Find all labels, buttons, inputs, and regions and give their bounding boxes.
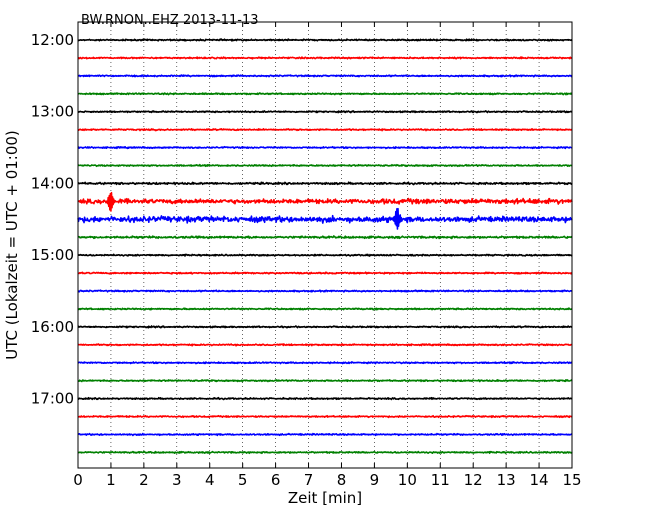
- x-tick-label: 4: [205, 471, 215, 489]
- x-tick-label: 15: [562, 471, 581, 489]
- seismic-trace: [77, 235, 573, 240]
- grid: [78, 22, 572, 468]
- x-tick-label: 2: [139, 471, 149, 489]
- seismic-trace: [77, 432, 573, 437]
- x-tick-label: 8: [337, 471, 347, 489]
- seismic-trace: [77, 325, 573, 329]
- x-axis-label: Zeit [min]: [288, 489, 362, 507]
- x-tick-label: 13: [497, 471, 516, 489]
- seismic-trace: [77, 253, 573, 257]
- seismic-trace: [77, 145, 573, 150]
- x-tick-label: 7: [304, 471, 314, 489]
- x-tick-label: 6: [271, 471, 281, 489]
- y-tick-label: 12:00: [31, 31, 74, 49]
- seismic-trace: [77, 110, 573, 114]
- x-tick-label: 0: [73, 471, 83, 489]
- axis-ticks: 0 1 2 3 4 5 6 7 8 9 10 11 12 13 14 1512:0013:0014:0015:…: [31, 22, 582, 489]
- y-tick-label: 13:00: [31, 103, 74, 121]
- seismic-trace: [77, 56, 573, 60]
- seismic-trace: [77, 343, 573, 347]
- y-axis-label: UTC (Lokalzeit = UTC + 01:00): [3, 130, 21, 360]
- x-tick-label: 11: [431, 471, 450, 489]
- trace-series: [77, 38, 573, 455]
- plot-frame: [77, 21, 573, 469]
- x-tick-label: 1: [106, 471, 116, 489]
- y-tick-label: 15:00: [31, 246, 74, 264]
- x-tick-label: 14: [530, 471, 549, 489]
- x-tick-label: 9: [370, 471, 380, 489]
- y-tick-label: 16:00: [31, 318, 74, 336]
- seismic-trace: [77, 289, 573, 293]
- chart-title: BW.RNON..EHZ 2013-11-13: [81, 13, 259, 28]
- y-tick-label: 17:00: [31, 390, 74, 408]
- seismic-trace: [77, 127, 573, 132]
- seismic-trace: [77, 181, 573, 186]
- seismic-trace: [77, 361, 573, 365]
- y-tick-label: 14:00: [31, 174, 74, 192]
- seismic-trace: [77, 414, 573, 419]
- x-tick-label: 3: [172, 471, 182, 489]
- seismic-trace: [77, 163, 573, 168]
- seismic-trace: [77, 92, 573, 96]
- seismic-trace: [77, 271, 573, 275]
- seismic-trace: [77, 307, 573, 311]
- x-tick-label: 5: [238, 471, 248, 489]
- seismic-trace: [77, 396, 573, 401]
- seismic-trace: [77, 191, 573, 212]
- seismic-trace: [77, 38, 573, 42]
- seismic-trace: [77, 379, 573, 383]
- seismic-trace: [77, 207, 573, 230]
- seismic-trace: [77, 74, 573, 78]
- x-tick-label: 10: [398, 471, 417, 489]
- seismic-trace: [77, 450, 573, 455]
- x-tick-label: 12: [464, 471, 483, 489]
